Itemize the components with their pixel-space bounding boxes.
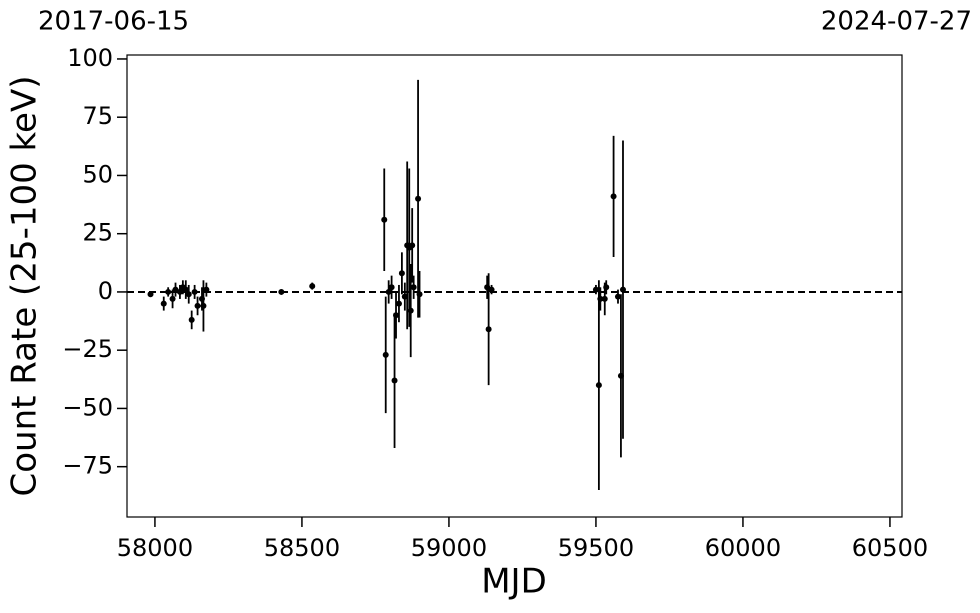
data-point bbox=[415, 195, 422, 202]
y-tick-label: 50 bbox=[82, 160, 113, 188]
y-tick-label: 25 bbox=[82, 219, 113, 247]
plot-frame bbox=[126, 54, 903, 518]
data-point bbox=[309, 283, 316, 290]
data-point bbox=[388, 284, 395, 291]
data-point bbox=[398, 270, 405, 277]
data-point bbox=[381, 216, 388, 223]
data-point bbox=[410, 284, 417, 291]
data-point bbox=[595, 382, 602, 389]
data-point bbox=[610, 193, 617, 200]
data-point bbox=[147, 291, 154, 298]
data-point bbox=[176, 288, 183, 295]
y-tick-label: −75 bbox=[62, 452, 113, 480]
data-point bbox=[182, 286, 189, 293]
data-point bbox=[485, 326, 492, 333]
start-date: 2017-06-15 bbox=[38, 7, 189, 37]
data-point bbox=[488, 286, 495, 293]
x-axis-label: MJD bbox=[481, 562, 547, 602]
x-tick-label: 60500 bbox=[852, 534, 928, 562]
data-point bbox=[185, 291, 192, 298]
y-tick-label: −25 bbox=[62, 335, 113, 363]
end-date: 2024-07-27 bbox=[821, 7, 972, 37]
data-point bbox=[597, 295, 604, 302]
x-tick-label: 59500 bbox=[558, 534, 634, 562]
data-point bbox=[619, 286, 626, 293]
data-point bbox=[203, 286, 210, 293]
data-point bbox=[278, 288, 285, 295]
data-point bbox=[382, 351, 389, 358]
data-point bbox=[592, 286, 599, 293]
data-point bbox=[169, 295, 176, 302]
data-point bbox=[393, 312, 400, 319]
data-point bbox=[385, 288, 392, 295]
y-tick-label: 0 bbox=[98, 277, 113, 305]
data-point bbox=[191, 288, 198, 295]
data-point bbox=[395, 300, 402, 307]
data-point bbox=[407, 307, 414, 314]
data-point bbox=[200, 302, 207, 309]
y-axis-label: Count Rate (25-100 keV) bbox=[5, 76, 45, 497]
data-point bbox=[614, 293, 621, 300]
x-tick-label: 59000 bbox=[411, 534, 487, 562]
x-tick-label: 58500 bbox=[264, 534, 340, 562]
data-point bbox=[409, 242, 416, 249]
y-tick-label: 75 bbox=[82, 102, 113, 130]
data-point bbox=[601, 295, 608, 302]
data-point bbox=[391, 377, 398, 384]
data-point bbox=[172, 286, 179, 293]
data-point bbox=[165, 288, 172, 295]
data-point bbox=[160, 300, 167, 307]
data-point bbox=[603, 284, 610, 291]
x-tick-label: 60000 bbox=[705, 534, 781, 562]
data-point bbox=[188, 316, 195, 323]
x-tick-label: 58000 bbox=[117, 534, 193, 562]
y-tick-label: 100 bbox=[67, 44, 113, 72]
data-point bbox=[194, 302, 201, 309]
y-tick-label: −50 bbox=[62, 393, 113, 421]
data-point bbox=[416, 291, 423, 298]
